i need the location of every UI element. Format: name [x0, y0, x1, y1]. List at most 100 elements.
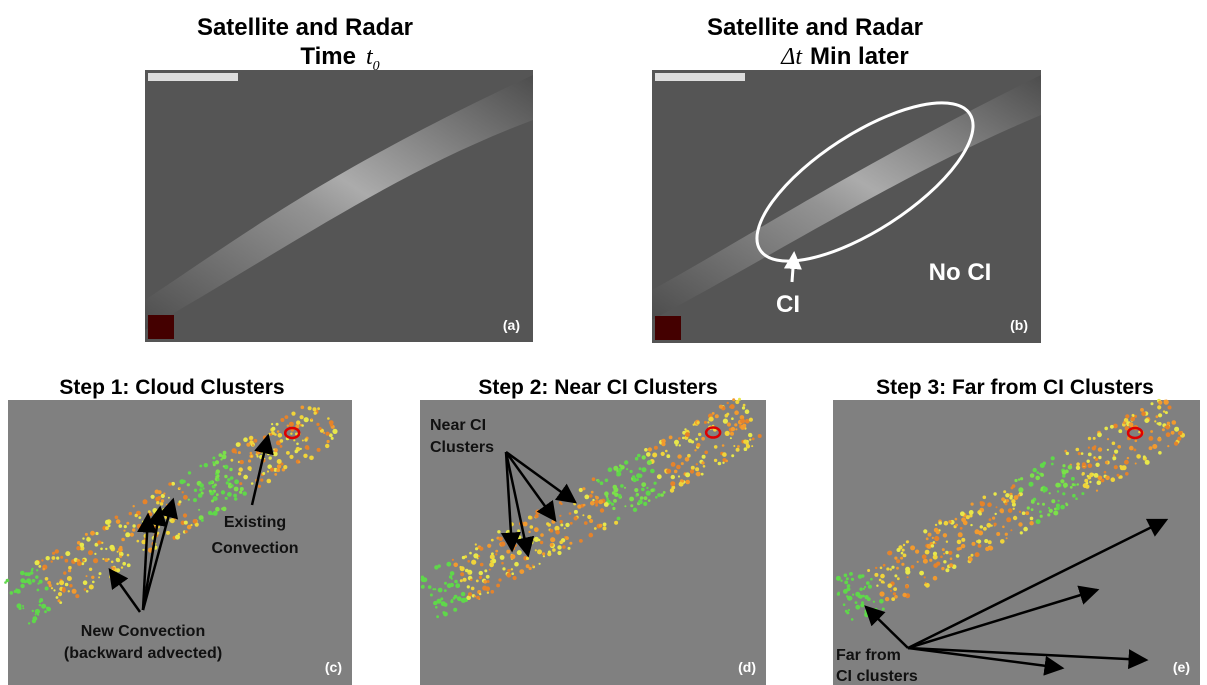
cluster-dot	[142, 549, 144, 551]
cluster-dot	[162, 508, 167, 513]
cluster-dot	[582, 514, 584, 516]
cluster-dot	[666, 454, 670, 458]
cluster-dot	[52, 556, 56, 560]
cluster-dot	[243, 475, 248, 480]
cluster-dot	[90, 531, 95, 536]
cluster-dot	[22, 607, 24, 609]
cluster-dot	[497, 530, 500, 533]
cluster-dot	[873, 601, 875, 603]
cluster-dot	[640, 496, 644, 500]
cluster-dot	[749, 439, 751, 441]
cluster-dot	[1013, 516, 1017, 520]
cluster-dot	[546, 522, 549, 525]
cluster-dot	[1005, 533, 1008, 536]
cluster-dot	[193, 519, 198, 524]
cluster-dot	[894, 574, 897, 577]
cluster-dot	[1088, 437, 1091, 440]
cluster-dot	[905, 567, 910, 572]
cluster-dot	[119, 552, 121, 554]
cluster-dot	[37, 589, 40, 592]
cluster-dot	[127, 563, 131, 567]
cluster-dot	[530, 525, 534, 529]
cluster-dot	[39, 604, 42, 607]
cluster-dot	[502, 567, 505, 570]
cluster-dot	[76, 546, 80, 550]
cluster-dot	[1165, 411, 1168, 414]
cluster-dot	[460, 566, 465, 571]
cluster-dot	[153, 510, 158, 515]
cluster-dot	[701, 437, 705, 441]
cluster-dot	[38, 565, 41, 568]
cluster-dot	[901, 552, 904, 555]
cluster-dot	[53, 589, 55, 591]
cluster-dot	[931, 544, 934, 547]
cluster-dot	[961, 517, 966, 522]
cluster-dot	[267, 479, 272, 484]
cluster-dot	[1062, 474, 1065, 477]
cluster-dot	[210, 481, 213, 484]
cluster-dot	[993, 492, 996, 495]
cluster-dot	[220, 458, 222, 460]
cluster-dot	[643, 502, 647, 506]
cluster-dot	[68, 569, 71, 572]
cluster-dot	[736, 448, 740, 452]
cluster-dot	[1174, 442, 1178, 446]
cluster-dot	[60, 556, 63, 559]
cluster-dot	[286, 451, 290, 455]
cluster-dot	[258, 446, 262, 450]
cluster-dot	[922, 554, 927, 559]
cluster-dot	[629, 497, 634, 502]
cluster-dot	[208, 511, 212, 515]
cluster-dot	[457, 584, 460, 587]
cluster-dot	[1051, 463, 1054, 466]
cluster-dot	[486, 575, 490, 579]
cluster-dot	[1071, 477, 1075, 481]
cluster-dot	[852, 594, 854, 596]
cluster-dot	[32, 579, 36, 583]
cluster-dot	[1157, 422, 1159, 424]
cluster-dot	[273, 448, 275, 450]
cluster-dot	[943, 533, 947, 537]
cluster-dot	[479, 593, 481, 595]
cluster-dot	[121, 566, 123, 568]
cluster-dot	[161, 499, 164, 502]
cluster-dot	[1130, 417, 1135, 422]
cluster-dot	[701, 461, 704, 464]
cluster-dot	[670, 488, 674, 492]
cluster-dot	[722, 444, 725, 447]
cluster-dot	[681, 480, 684, 483]
cluster-dot	[257, 455, 259, 457]
cluster-dot	[111, 561, 114, 564]
cluster-dot	[468, 592, 472, 596]
cluster-dot	[52, 552, 55, 555]
cluster-dot	[187, 483, 190, 486]
cluster-dot	[851, 618, 854, 621]
cluster-dot	[1048, 507, 1050, 509]
cluster-dot	[848, 609, 850, 611]
cluster-dot	[1096, 490, 1098, 492]
cluster-dot	[685, 457, 690, 462]
cluster-dot	[876, 585, 878, 587]
cluster-dot	[95, 532, 98, 535]
cluster-dot	[1036, 471, 1039, 474]
cluster-dot	[1094, 473, 1099, 478]
cluster-dot	[224, 475, 227, 478]
cluster-dot	[257, 451, 260, 454]
cluster-dot	[36, 569, 38, 571]
cluster-dot	[583, 504, 586, 507]
panel-label: (e)	[1173, 659, 1190, 675]
cluster-dot	[882, 608, 885, 611]
cluster-dot	[513, 576, 517, 580]
cluster-dot	[475, 547, 478, 550]
cluster-dot	[725, 431, 730, 436]
cluster-dot	[127, 554, 130, 557]
cluster-dot	[198, 493, 203, 498]
cluster-dot	[1062, 470, 1067, 475]
cluster-dot	[194, 489, 197, 492]
cluster-dot	[215, 476, 217, 478]
cluster-dot	[462, 556, 465, 559]
cluster-dot	[120, 556, 122, 558]
cluster-dot	[1042, 503, 1045, 506]
cluster-dot	[185, 530, 188, 533]
